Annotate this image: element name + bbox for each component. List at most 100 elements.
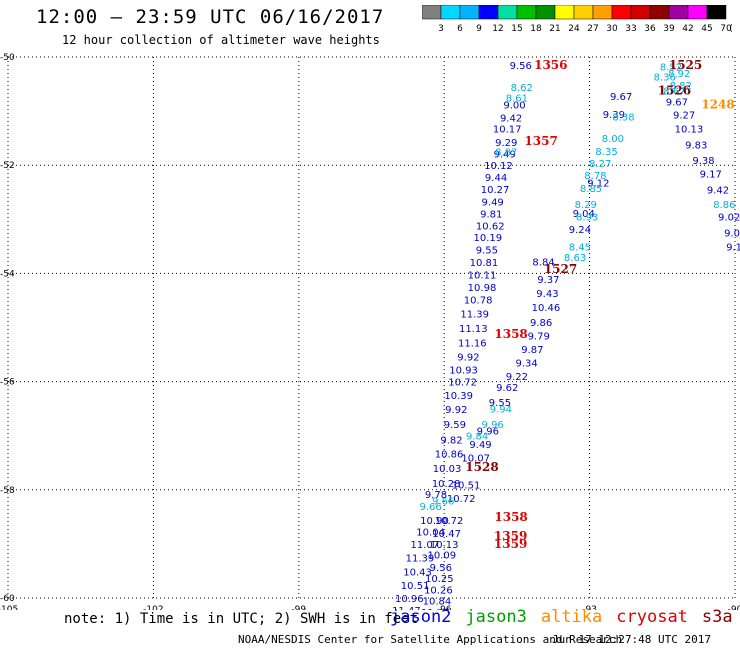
jason2-point: 10.11 <box>468 270 497 281</box>
jason2-point: 10.27 <box>481 185 510 196</box>
s3a-point: 1526 <box>658 84 691 98</box>
jason2-point: 11.47 <box>392 606 421 610</box>
timestamp: Jun 17 12:27:48 UTC 2017 <box>552 633 711 646</box>
jason2-point: 10.17 <box>493 124 522 135</box>
jason2-point: 9.34 <box>515 359 537 370</box>
jason2-point: 10.19 <box>473 233 502 244</box>
jason2-point: 9.1 <box>726 242 740 253</box>
jason2-point: 9.96 <box>477 426 499 437</box>
colorbar-label: 9 <box>476 24 482 34</box>
jason2-point: 9.55 <box>489 398 511 409</box>
colorbar-label: 45 <box>701 24 712 34</box>
altika-point: 1248 <box>701 98 734 112</box>
chart-subtitle: 12 hour collection of altimeter wave hei… <box>62 33 380 47</box>
jason2-point: 10.81 <box>470 258 499 269</box>
plot-area: -105 -102 -99 -96 -93 -90 -50 -52 -54 -56 -58 -60 9.… <box>0 53 740 610</box>
jason2-point: 10.51 <box>452 480 481 491</box>
x-tick-label: -105 <box>0 605 18 610</box>
jason2-point: 10.28 <box>432 479 461 490</box>
cryosat-point: 1358 <box>494 510 527 524</box>
jason2-point: 9.02 <box>718 213 740 224</box>
jason2-point: 9.79 <box>528 332 550 343</box>
jason3-point: 8.27 <box>589 159 611 170</box>
jason2-point: 9.55 <box>476 246 498 257</box>
jason2-point: 9.67 <box>610 92 632 103</box>
jason2-point: 9.92 <box>445 405 467 416</box>
colorbar-label: 18 <box>530 24 542 34</box>
jason2-point: 9.49 <box>482 197 504 208</box>
jason3-point: 8.62 <box>511 83 533 94</box>
jason3-point: 8.52 <box>660 63 682 74</box>
cryosat-point: 1359 <box>494 537 527 551</box>
colorbar-swatch <box>706 5 727 20</box>
jason2-point: 10.13 <box>430 540 459 551</box>
jason2-point: 11.13 <box>459 324 488 335</box>
cryosat-point: 1358 <box>494 327 527 341</box>
jason2-point: 10.62 <box>476 221 505 232</box>
jason2-point: 9.81 <box>480 209 502 220</box>
jason2-point: 10.47 <box>432 529 461 540</box>
footnote: note: 1) Time is in UTC; 2) SWH is in fe… <box>64 611 419 627</box>
jason3-point: 8.87 <box>495 148 517 159</box>
colorbar-label: 30 <box>606 24 618 34</box>
jason2-point: 9.56 <box>430 563 452 574</box>
jason2-point: 11.39 <box>460 309 489 320</box>
jason3-point: 8.36 <box>654 72 676 83</box>
colorbar-label: 15 <box>511 24 522 34</box>
y-tick-label: -58 <box>0 486 15 496</box>
chart-title: 12:00 — 23:59 UTC 06/16/2017 <box>36 6 385 28</box>
jason3-point: 8.67 <box>663 87 685 98</box>
jason3-point: 9.66 <box>432 497 454 508</box>
y-tick-label: -50 <box>0 53 15 63</box>
legend: jason2 jason3 altika cryosat s3a <box>390 607 740 627</box>
jason3-point: 8.61 <box>506 94 528 105</box>
jason2-point: 9.04 <box>573 209 595 220</box>
jason2-point: 8.84 <box>532 257 554 268</box>
jason2-point: 10.39 <box>444 391 473 402</box>
jason2-point: 9.42 <box>500 114 522 125</box>
jason3-point: 8.45 <box>569 242 591 253</box>
s3a-point: 1525 <box>669 58 702 72</box>
jason2-point: 11.47 <box>421 608 450 610</box>
jason2-point: 9.49 <box>494 149 516 160</box>
jason2-point: 10.72 <box>448 378 477 389</box>
jason2-point: 9.92 <box>457 353 479 364</box>
jason2-point: 10.25 <box>425 574 454 585</box>
s3a-point: 1528 <box>465 460 498 474</box>
legend-item-jason3: jason3 <box>465 607 527 627</box>
jason2-point: 10.98 <box>468 283 497 294</box>
jason3-point: 8.35 <box>595 147 617 158</box>
jason2-point: 9.42 <box>707 186 729 197</box>
jason2-point: 10.26 <box>424 585 453 596</box>
credit-line: NOAA/NESDIS Center for Satellite Applica… <box>238 633 623 646</box>
jason2-point: 9.29 <box>495 138 517 149</box>
jason2-point: 9.24 <box>569 225 591 236</box>
cryosat-point: 1357 <box>524 134 557 148</box>
legend-item-cryosat: cryosat <box>616 607 688 627</box>
jason2-point: 11.07 <box>410 540 439 551</box>
jason2-point: 9.0 <box>724 228 740 239</box>
jason3-point: 8.78 <box>584 171 606 182</box>
jason2-point: 10.04 <box>416 527 445 538</box>
jason2-point: 10.07 <box>461 453 490 464</box>
jason2-point: 9.27 <box>673 110 695 121</box>
jason2-point: 9.87 <box>521 345 543 356</box>
jason2-point: 10.86 <box>435 450 464 461</box>
jason2-point: 10.90 <box>420 516 449 527</box>
cryosat-point: 1359 <box>494 529 527 543</box>
colorbar-label: 27 <box>587 24 598 34</box>
legend-item-jason2: jason2 <box>390 607 452 627</box>
x-tick-label: -102 <box>143 605 163 610</box>
jason2-point: 9.59 <box>444 420 466 431</box>
jason3-point: 8.82 <box>670 81 692 92</box>
jason2-point: 9.00 <box>503 101 525 112</box>
jason3-point: 9.66 <box>419 502 441 513</box>
jason3-point: 9.94 <box>490 405 512 416</box>
x-tick-label: -99 <box>291 605 306 610</box>
y-tick-label: -54 <box>0 269 15 279</box>
jason2-point: 9.39 <box>603 110 625 121</box>
colorbar-label: 12 <box>492 24 503 34</box>
colorbar-label: 6 <box>457 24 463 34</box>
x-tick-label: -93 <box>582 605 597 610</box>
jason3-point: 8.92 <box>668 69 690 80</box>
